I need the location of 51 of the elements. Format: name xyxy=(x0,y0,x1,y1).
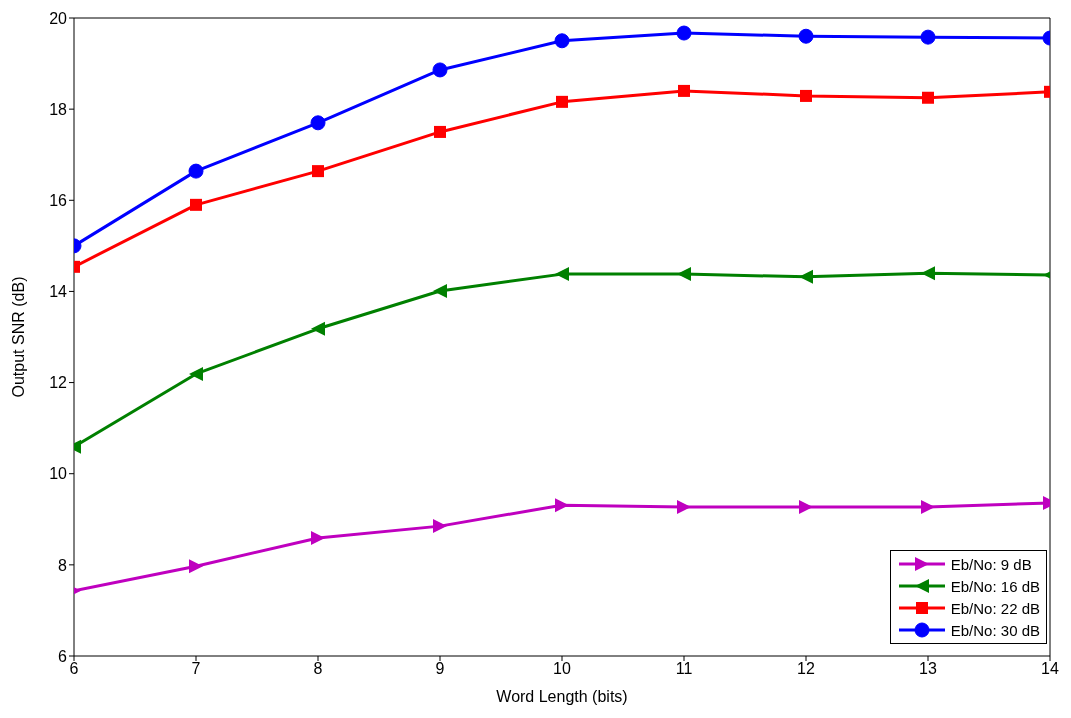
point xyxy=(920,29,936,45)
x-tick-label: 10 xyxy=(553,660,571,678)
x-tick-label: 13 xyxy=(919,660,937,678)
x-tick-label: 14 xyxy=(1041,660,1059,678)
y-tick-label: 16 xyxy=(49,191,68,209)
x-tick-label: 12 xyxy=(797,660,815,678)
point xyxy=(799,269,813,284)
point xyxy=(921,266,935,281)
x-tick-label: 8 xyxy=(313,660,323,678)
point xyxy=(189,559,203,574)
point xyxy=(432,62,448,78)
point xyxy=(190,198,202,211)
point xyxy=(311,530,325,545)
x-tick-label: 7 xyxy=(191,660,201,678)
y-tick-label: 14 xyxy=(49,283,68,301)
point xyxy=(433,283,447,298)
y-tick-label: 8 xyxy=(58,556,68,574)
point xyxy=(433,519,447,534)
point xyxy=(434,125,446,138)
point xyxy=(556,95,568,108)
point xyxy=(310,115,326,131)
point xyxy=(554,33,570,49)
point xyxy=(311,321,325,336)
legend-label: Eb/No: 30 dB xyxy=(950,621,1040,639)
y-tick-label: 12 xyxy=(49,374,68,392)
point xyxy=(922,91,934,104)
point xyxy=(800,89,812,102)
y-axis-title: Output SNR (dB) xyxy=(9,276,27,398)
point xyxy=(799,499,813,514)
point xyxy=(678,84,690,97)
point xyxy=(555,498,569,513)
legend-label: Eb/No: 22 dB xyxy=(950,599,1040,617)
point xyxy=(189,366,203,381)
legend-label: Eb/No: 9 dB xyxy=(950,555,1032,573)
point xyxy=(798,28,814,44)
x-tick-label: 6 xyxy=(69,660,79,678)
y-tick-label: 18 xyxy=(49,100,68,118)
point xyxy=(677,499,691,514)
y-tick-label: 10 xyxy=(49,465,68,483)
x-axis-title: Word Length (bits) xyxy=(496,688,628,705)
legend-label: Eb/No: 16 dB xyxy=(950,577,1040,595)
y-tick-label: 6 xyxy=(58,647,68,665)
point xyxy=(312,165,324,178)
point xyxy=(677,267,691,282)
x-tick-label: 9 xyxy=(435,660,445,678)
point xyxy=(188,163,204,179)
x-tick-label: 11 xyxy=(675,660,693,678)
y-tick-label: 20 xyxy=(49,9,68,27)
point xyxy=(921,499,935,514)
point xyxy=(555,267,569,282)
point xyxy=(676,25,692,41)
